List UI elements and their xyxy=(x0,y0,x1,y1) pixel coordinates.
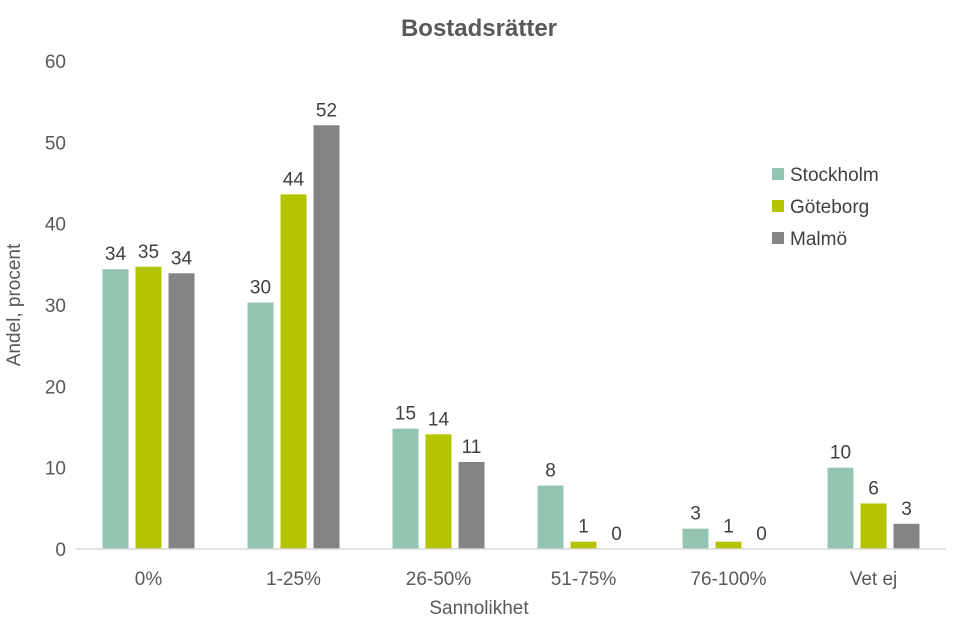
bar xyxy=(458,461,485,549)
bar xyxy=(392,428,419,549)
y-axis-label: Andel, procent xyxy=(4,243,25,366)
y-tick-label: 0 xyxy=(55,540,66,561)
data-label: 11 xyxy=(462,437,482,458)
x-tick-label: 1-25% xyxy=(266,569,321,590)
legend-label: Göteborg xyxy=(790,197,869,218)
x-tick-label: 76-100% xyxy=(690,569,766,590)
legend: Stockholm Göteborg Malmö xyxy=(772,165,879,250)
chart-title: Bostadsrätter xyxy=(401,15,557,42)
data-label: 15 xyxy=(395,404,416,425)
bar xyxy=(715,541,742,549)
data-label: 52 xyxy=(316,100,337,121)
y-ticks: 0 10 20 30 40 50 60 xyxy=(45,52,66,561)
bars xyxy=(102,125,920,550)
bar xyxy=(860,503,887,549)
bar xyxy=(168,273,195,549)
legend-swatch xyxy=(772,200,784,212)
data-label: 30 xyxy=(250,278,271,299)
data-label: 14 xyxy=(428,409,450,430)
data-label: 35 xyxy=(138,242,159,263)
data-label: 3 xyxy=(690,504,701,525)
bar xyxy=(313,125,340,550)
data-label: 0 xyxy=(611,524,622,545)
bar xyxy=(682,528,709,549)
y-tick-label: 10 xyxy=(45,459,66,480)
legend-label: Malmö xyxy=(790,229,847,250)
bar xyxy=(893,523,920,549)
data-label: 34 xyxy=(171,248,193,269)
x-axis-label: Sannolikhet xyxy=(429,598,529,619)
bar xyxy=(425,434,452,549)
bar xyxy=(247,302,274,549)
x-tick-label: Vet ej xyxy=(850,569,898,590)
data-label: 1 xyxy=(723,517,734,538)
x-tick-label: 51-75% xyxy=(551,569,617,590)
y-tick-label: 30 xyxy=(45,296,66,317)
data-label: 1 xyxy=(578,517,589,538)
data-label: 44 xyxy=(283,169,305,190)
data-label: 10 xyxy=(830,443,851,464)
bar xyxy=(827,467,854,549)
bar xyxy=(280,194,307,550)
x-tick-label: 26-50% xyxy=(406,569,472,590)
y-tick-label: 20 xyxy=(45,377,66,398)
legend-swatch xyxy=(772,168,784,180)
x-tick-label: 0% xyxy=(135,569,163,590)
y-tick-label: 40 xyxy=(45,215,66,236)
data-label: 0 xyxy=(756,524,767,545)
data-label: 3 xyxy=(901,499,912,520)
legend-label: Stockholm xyxy=(790,165,879,186)
bar xyxy=(537,485,564,549)
data-label: 34 xyxy=(105,244,127,265)
data-label: 6 xyxy=(868,478,879,499)
y-tick-label: 60 xyxy=(45,52,66,73)
legend-swatch xyxy=(772,232,784,244)
bar xyxy=(570,541,597,549)
bar xyxy=(102,269,129,549)
bar xyxy=(135,266,162,549)
y-tick-label: 50 xyxy=(45,133,66,154)
data-label: 8 xyxy=(545,461,556,482)
x-ticks: 0% 1-25% 26-50% 51-75% 76-100% Vet ej xyxy=(135,569,898,590)
